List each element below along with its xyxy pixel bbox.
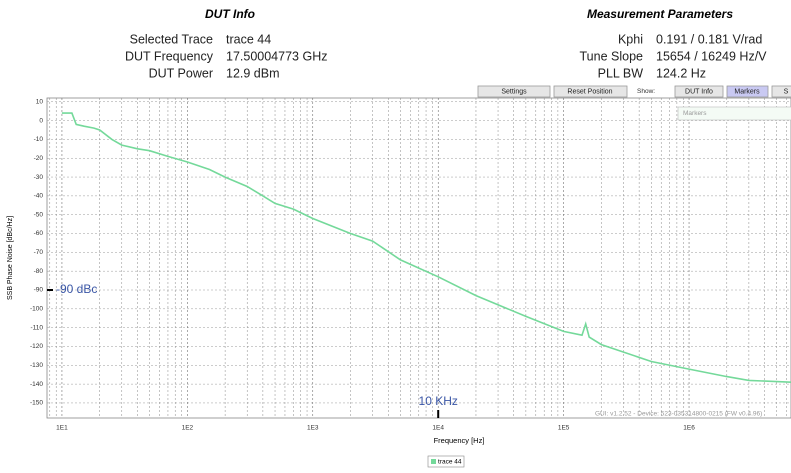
y-tick-label: 0 [39,117,43,124]
y-tick-label: -110 [30,324,43,331]
button-label[interactable]: Markers [734,88,760,95]
markers-panel-title: Markers [683,110,707,117]
trace-line [61,112,791,383]
info-label: DUT Power [149,66,213,80]
y-tick-label: -30 [34,174,44,181]
x-tick-label: 1E5 [558,425,570,432]
y-tick-label: -100 [30,306,43,313]
x-tick-label: 1E6 [683,425,695,432]
button-label[interactable]: S [784,88,789,95]
measurement-title: Measurement Parameters [587,7,733,21]
y-tick-label: -140 [30,381,43,388]
info-value: 12.9 dBm [226,66,280,80]
button-label[interactable]: DUT Info [685,88,713,95]
x-tick-label: 1E1 [56,425,68,432]
y-tick-label: -50 [34,211,44,218]
plot: -150-140-130-120-110-100-90-80-70-60-50-… [7,97,791,468]
annotation: 10 KHz [419,394,458,408]
annotation: -90 dBc [56,282,97,296]
y-tick-label: -130 [30,362,43,369]
y-tick-label: -20 [34,155,44,162]
x-axis-label: Frequency [Hz] [434,436,485,445]
markers-panel [677,106,791,121]
legend-label: trace 44 [438,459,462,466]
y-tick-label: -80 [34,268,44,275]
info-value: 124.2 Hz [656,66,706,80]
info-value: 0.191 / 0.181 V/rad [656,32,762,46]
info-label: DUT Frequency [125,49,214,63]
y-tick-label: 10 [36,98,44,105]
info-label: Selected Trace [130,32,213,46]
info-label: Kphi [618,32,643,46]
info-value: trace 44 [226,32,271,46]
y-tick-label: -10 [34,136,44,143]
legend-swatch [431,459,436,464]
x-tick-label: 1E4 [432,425,444,432]
y-tick-label: -60 [34,230,44,237]
info-label: PLL BW [598,66,644,80]
info-label: Tune Slope [580,49,644,63]
dut-info-title: DUT Info [205,7,255,21]
y-axis-label: SSB Phase Noise [dBc/Hz] [7,216,14,300]
button-label[interactable]: Reset Position [567,88,612,95]
info-value: 15654 / 16249 Hz/V [656,49,767,63]
x-tick-label: 1E2 [182,425,194,432]
y-tick-label: -70 [34,249,44,256]
dut-info-button[interactable]: DUT Info [674,85,724,98]
y-tick-label: -120 [30,343,43,350]
show-label: Show: [637,88,655,95]
settings-button[interactable]: Settings [477,85,551,98]
x-tick-label: 1E3 [307,425,319,432]
y-tick-label: -90 [34,287,44,294]
button-label[interactable]: Settings [501,88,527,95]
legend-box [427,455,465,468]
more-button[interactable]: S [771,85,791,98]
reset-button[interactable]: Reset Position [553,85,628,98]
y-tick-label: -40 [34,193,44,200]
markers-button[interactable]: Markers [726,85,769,98]
info-value: 17.50004773 GHz [226,49,327,63]
y-tick-label: -150 [30,400,43,407]
footer-info: GUI: v1.2.52 - Device: 523-035314800-021… [595,411,762,418]
